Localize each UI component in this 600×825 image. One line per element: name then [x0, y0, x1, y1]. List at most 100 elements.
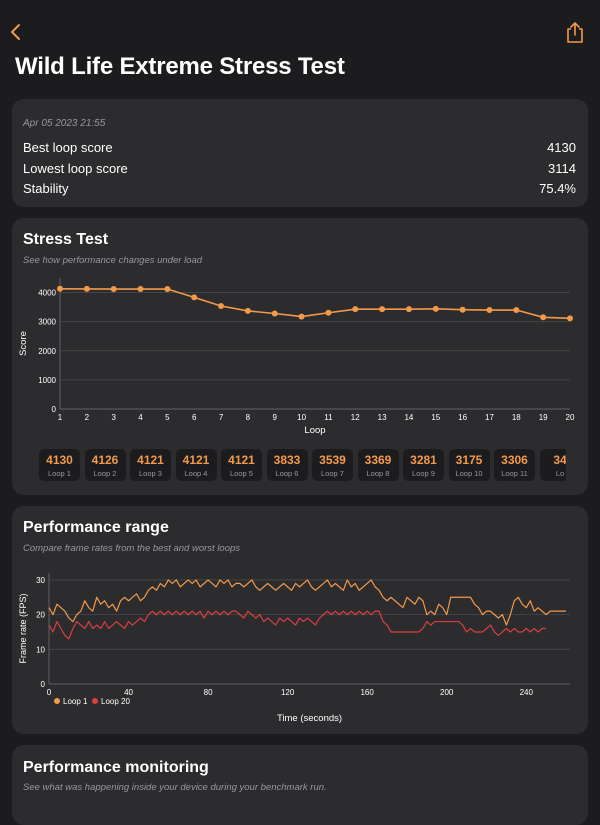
score-point: [459, 306, 466, 313]
fps-line-series-1: [48, 579, 567, 626]
y-tick-label: 1000: [38, 376, 56, 385]
loop-score-tile[interactable]: 4126 Loop 2: [84, 449, 126, 481]
loop-score-tile[interactable]: 4121 Loop 3: [130, 449, 171, 481]
loop-score-tile[interactable]: 4121 Loop 4: [175, 449, 217, 481]
loop-score-value: 3175: [455, 453, 483, 467]
loop-score-tile[interactable]: 3833 Loop 6: [266, 449, 308, 481]
stress-test-subtitle: See how performance changes under load: [23, 255, 203, 266]
x-axis-label: Time (seconds): [277, 713, 342, 724]
loop-score-label: Loop 4: [184, 469, 208, 478]
x-tick-label: 200: [440, 688, 454, 697]
score-point: [110, 286, 117, 293]
score-line: [59, 287, 571, 320]
x-tick-label: 4: [138, 413, 143, 422]
x-tick-label: 9: [273, 413, 278, 422]
y-axis-label: Score: [18, 331, 29, 356]
loop-score-tile[interactable]: 3175 Loop 10: [448, 449, 490, 481]
legend-marker: [54, 698, 60, 704]
stress-test-card: Stress Test See how performance changes …: [12, 218, 588, 495]
share-icon: [567, 22, 583, 43]
x-tick-label: 120: [281, 688, 295, 697]
loop-score-value: 4121: [137, 453, 164, 467]
x-tick-label: 11: [324, 413, 333, 422]
loop-score-label: Loop 10: [455, 469, 483, 478]
x-tick-label: 2: [85, 413, 90, 422]
loop-score-tile[interactable]: 3539 Loop 7: [312, 449, 353, 481]
share-button[interactable]: [564, 20, 586, 46]
fps-line-series-2: [48, 610, 547, 640]
loop-scores-strip[interactable]: 4130 Loop 1 4126 Loop 2 4121 Loop 3 4121 Loop 4…: [39, 449, 566, 481]
chart-legend: Loop 1 Loop 20: [54, 697, 130, 706]
loop-score-value: 3369: [364, 453, 392, 467]
x-axis-label: Loop: [304, 425, 325, 436]
loop-score-tile[interactable]: 4121 Loop 5: [221, 449, 262, 481]
best-loop-row: Best loop score 4130: [23, 140, 576, 158]
x-tick-label: 80: [204, 688, 213, 697]
lowest-loop-row: Lowest loop score 3114: [23, 161, 576, 179]
loop-score-value: 3306: [501, 453, 528, 467]
lowest-loop-value: 3114: [548, 161, 576, 176]
loop-score-value: 3281: [410, 453, 437, 467]
score-point: [191, 294, 198, 301]
loop-score-label: Loop 2: [93, 469, 117, 478]
loop-score-tile[interactable]: 34 Lo: [539, 449, 566, 481]
y-tick-label: 0: [41, 680, 46, 689]
x-tick-label: 16: [458, 413, 467, 422]
y-tick-label: 0: [52, 405, 57, 414]
loop-score-label: Loop 9: [412, 469, 435, 478]
x-tick-label: 40: [124, 688, 133, 697]
y-tick-label: 30: [36, 576, 45, 585]
performance-range-subtitle: Compare frame rates from the best and wo…: [23, 543, 241, 554]
score-point: [405, 306, 412, 313]
y-tick-label: 3000: [38, 318, 56, 327]
y-tick-label: 2000: [38, 347, 56, 356]
loop-score-tile[interactable]: 3306 Loop 11: [494, 449, 535, 481]
x-tick-label: 10: [297, 413, 306, 422]
x-tick-label: 17: [485, 413, 494, 422]
score-point: [137, 286, 144, 293]
back-button[interactable]: [6, 20, 26, 44]
loop-score-tile[interactable]: 3281 Loop 9: [403, 449, 444, 481]
stability-value: 75.4%: [539, 181, 576, 196]
x-tick-label: 6: [192, 413, 197, 422]
stress-test-title: Stress Test: [23, 231, 109, 248]
performance-range-title: Performance range: [23, 519, 169, 536]
loop-score-label: Loop 11: [501, 469, 528, 478]
x-tick-label: 12: [351, 413, 360, 422]
score-point: [513, 307, 520, 314]
score-point: [218, 302, 225, 309]
loop-score-tile[interactable]: 3369 Loop 8: [357, 449, 399, 481]
legend-marker: [92, 698, 98, 704]
chevron-left-icon: [11, 24, 20, 40]
x-tick-label: 8: [246, 413, 251, 422]
loop-score-label: Loop 6: [275, 469, 299, 478]
x-tick-label: 160: [360, 688, 374, 697]
loop-score-tile[interactable]: 4130 Loop 1: [39, 449, 80, 481]
x-tick-label: 1: [58, 413, 63, 422]
score-point: [540, 314, 547, 321]
x-tick-label: 7: [219, 413, 224, 422]
score-point: [352, 306, 359, 313]
x-tick-label: 18: [512, 413, 521, 422]
legend-label: Loop 1: [63, 697, 88, 706]
loop-score-label: Loop 5: [230, 469, 253, 478]
best-loop-value: 4130: [547, 140, 576, 155]
score-point: [325, 309, 332, 316]
score-point: [486, 307, 493, 314]
loop-score-label: Loop 3: [139, 469, 162, 478]
score-point: [271, 310, 278, 317]
loop-score-value: 4126: [91, 453, 119, 467]
loop-score-value: 3539: [319, 453, 346, 467]
lowest-loop-label: Lowest loop score: [23, 161, 128, 176]
x-tick-label: 14: [404, 413, 413, 422]
y-tick-label: 4000: [38, 289, 56, 298]
performance-monitoring-card: Performance monitoring See what was happ…: [12, 745, 588, 825]
y-tick-label: 10: [36, 645, 45, 654]
x-tick-label: 15: [431, 413, 440, 422]
loop-score-label: Loop 7: [321, 469, 344, 478]
score-point: [57, 285, 63, 292]
x-tick-label: 240: [520, 688, 534, 697]
loop-score-label: Lo: [555, 469, 565, 478]
performance-range-chart: 0 10 20 30 0 40 80 120 160 200 240 Frame rate (FPS)…: [18, 573, 570, 724]
x-tick-label: 5: [165, 413, 170, 422]
